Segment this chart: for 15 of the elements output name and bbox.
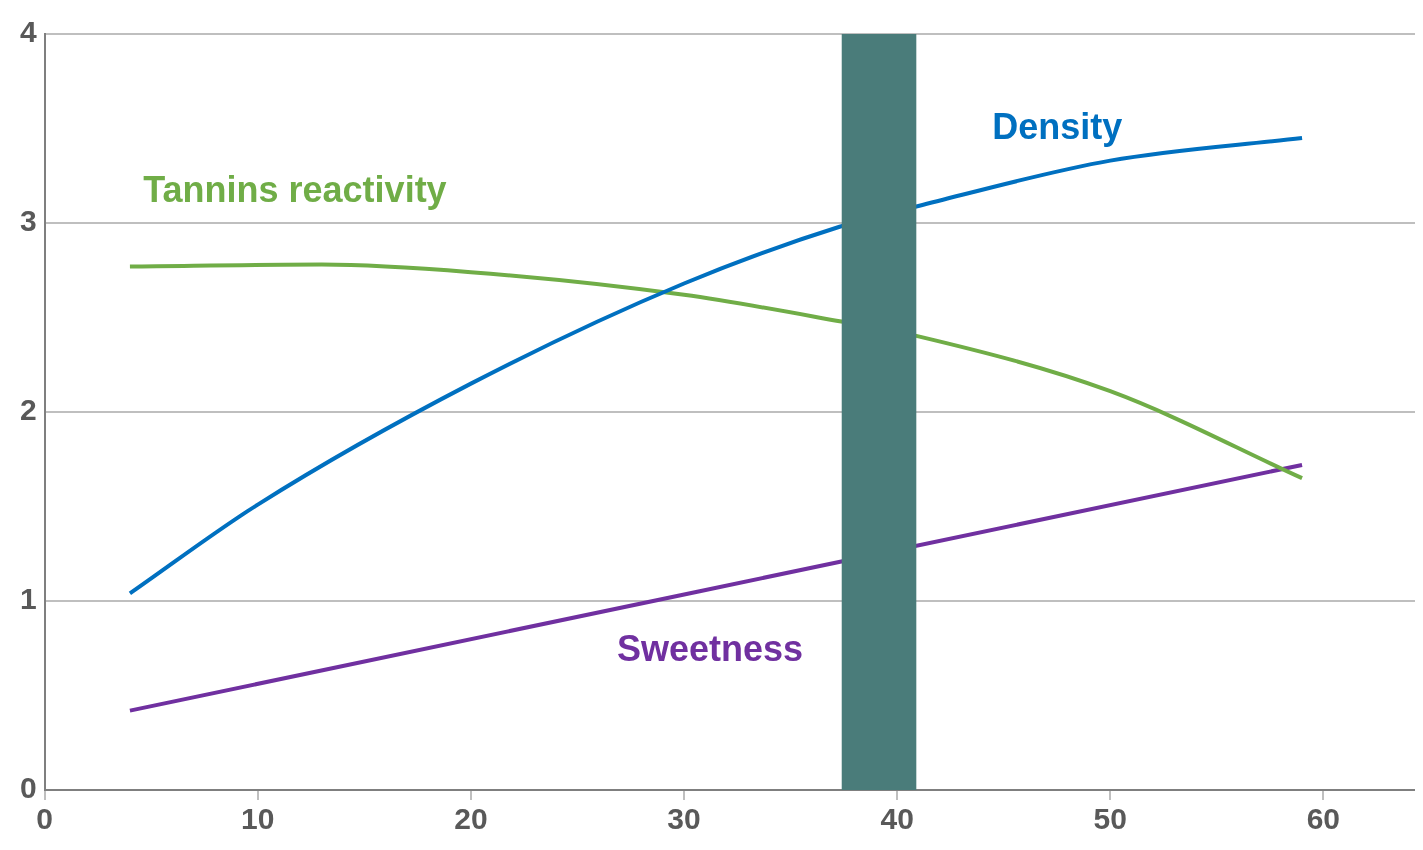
- y-tick-label: 3: [20, 204, 37, 238]
- y-tick-label: 4: [20, 15, 37, 49]
- x-tick-label: 20: [454, 802, 488, 836]
- series-label: Sweetness: [617, 627, 804, 669]
- series-label: Density: [992, 105, 1123, 147]
- series-label: Tannins reactivity: [143, 169, 447, 211]
- x-tick-label: 10: [241, 802, 275, 836]
- y-tick-label: 0: [20, 771, 37, 805]
- x-tick-label: 40: [880, 802, 914, 836]
- y-tick-label: 1: [20, 582, 37, 616]
- x-tick-label: 30: [667, 802, 701, 836]
- x-tick-label: 60: [1306, 802, 1341, 836]
- line-series: [127, 262, 1305, 481]
- y-tick-label: 2: [20, 393, 37, 427]
- x-tick-label: 50: [1093, 802, 1127, 836]
